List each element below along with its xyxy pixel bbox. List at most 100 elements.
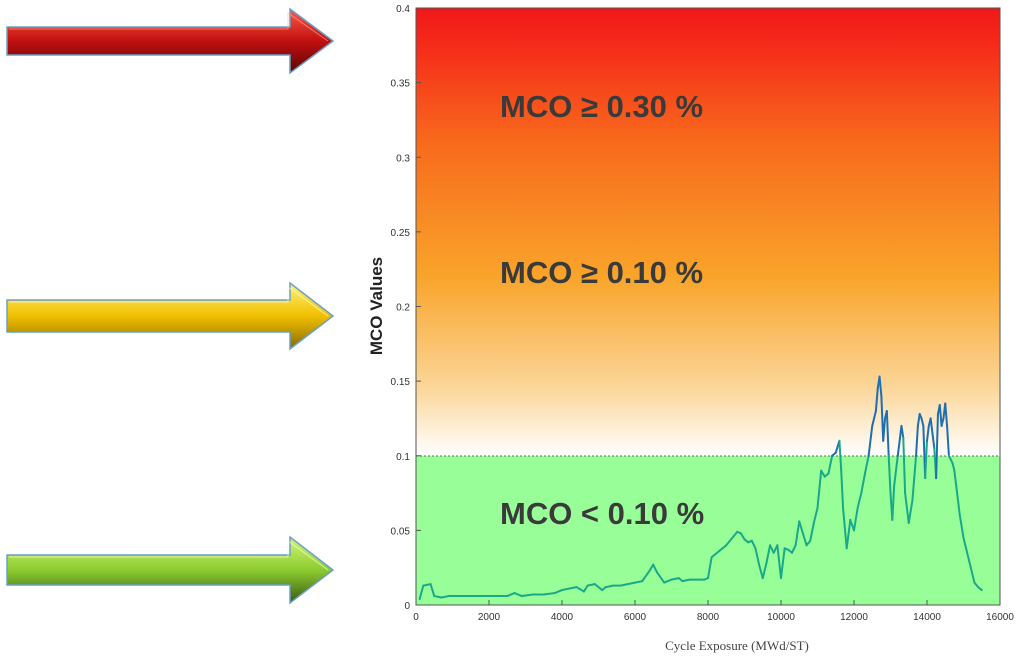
series-segment: [916, 412, 921, 427]
series-segment: [542, 592, 556, 596]
series-segment: [739, 532, 746, 541]
series-segment: [619, 583, 629, 587]
series-segment: [758, 563, 764, 580]
arrow-right-green-icon: [6, 535, 335, 605]
x-tick-label: 6000: [624, 612, 647, 623]
series-segment: [891, 484, 896, 521]
series-segment: [915, 424, 919, 457]
y-tick-label: 0.25: [391, 228, 411, 239]
y-tick-label: 0.05: [391, 526, 411, 537]
y-tick-label: 0: [404, 601, 410, 612]
series-segment: [765, 544, 772, 565]
series-segment: [769, 544, 775, 554]
x-tick-label: 4000: [551, 612, 574, 623]
series-segment: [707, 556, 713, 580]
y-axis-label: MCO Values: [367, 257, 386, 355]
series-segment: [561, 587, 571, 592]
series-segment: [907, 499, 914, 524]
y-tick-label: 0.4: [396, 4, 410, 15]
series-segment: [520, 593, 534, 598]
series-segment: [506, 592, 516, 598]
series-segment: [604, 584, 615, 589]
series-segment: [920, 417, 925, 427]
series-segment: [641, 569, 651, 583]
series-segment: [780, 547, 786, 580]
series-segment: [776, 544, 782, 580]
series-segment: [418, 584, 425, 601]
series-segment: [953, 469, 958, 487]
series-segment: [663, 578, 673, 584]
annotation-mid: MCO ≥ 0.10 %: [500, 255, 703, 290]
series-segment: [568, 586, 578, 590]
series-segment: [586, 583, 596, 587]
series-segment: [969, 566, 976, 584]
y-tick-label: 0.1: [396, 452, 410, 463]
series-segment: [513, 592, 523, 598]
series-segment: [827, 454, 834, 475]
series-segment: [812, 506, 819, 524]
x-tick-label: 8000: [697, 612, 720, 623]
series-segment: [885, 409, 890, 457]
series-segment: [860, 472, 866, 495]
plot-area: 0 2000 4000 6000 8000 10000 12000 14000 16000 0 0.…: [391, 4, 1015, 623]
series-segment: [931, 432, 936, 450]
x-tick-label: 2000: [478, 612, 501, 623]
series-segment: [938, 404, 943, 427]
series-segment: [842, 506, 848, 550]
series-segment: [911, 454, 918, 502]
series-segment: [798, 520, 804, 535]
x-axis-label: Cycle Exposure (MWd/ST): [665, 638, 809, 653]
series-segment: [966, 551, 972, 569]
series-segment: [710, 550, 720, 559]
series-segment: [896, 424, 903, 457]
series-segment: [422, 583, 432, 587]
series-segment: [670, 577, 680, 581]
series-segment: [935, 412, 939, 480]
x-tick-label: 10000: [767, 612, 795, 623]
series-segment: [582, 584, 589, 593]
series-segment: [429, 583, 436, 598]
series-segment: [652, 563, 658, 574]
series-segment: [955, 484, 961, 517]
series-segment: [977, 586, 983, 592]
warning-band: [416, 8, 1000, 456]
series-segment: [809, 521, 815, 542]
y-tick-label: 0.3: [396, 153, 410, 164]
series-segment: [626, 581, 636, 586]
x-tick-label: 16000: [986, 612, 1014, 623]
series-segment: [874, 387, 879, 412]
series-segment: [840, 469, 845, 509]
series-segment: [816, 469, 823, 509]
x-tick-label: 0: [413, 612, 419, 623]
series-segment: [924, 439, 928, 480]
y-tick-label: 0.15: [391, 377, 411, 388]
series-segment: [904, 492, 910, 524]
series-line: [418, 375, 983, 601]
series-segment: [838, 439, 843, 472]
x-tick-label: 12000: [840, 612, 868, 623]
series-segment: [820, 469, 826, 478]
series-segment: [893, 454, 899, 487]
series-segment: [951, 462, 956, 472]
series-segment: [845, 518, 852, 550]
series-segment: [878, 375, 883, 398]
y-tick-label: 0.2: [396, 303, 410, 314]
series-segment: [681, 578, 691, 583]
arrow-right-red-icon: [6, 7, 335, 75]
series-segment: [553, 589, 563, 595]
series-segment: [801, 532, 808, 547]
series-segment: [962, 536, 969, 554]
series-segment: [887, 454, 892, 495]
annotation-low: MCO < 0.10 %: [500, 496, 704, 531]
series-segment: [593, 583, 604, 592]
annotation-high: MCO ≥ 0.30 %: [500, 89, 703, 124]
series-segment: [926, 424, 930, 442]
series-segment: [794, 520, 801, 547]
ok-band: [416, 456, 1000, 605]
series-segment: [754, 547, 761, 566]
series-segment: [655, 571, 666, 584]
series-segment: [856, 492, 863, 509]
series-segment: [725, 535, 735, 547]
series-segment: [900, 424, 905, 439]
series-segment: [947, 454, 954, 465]
